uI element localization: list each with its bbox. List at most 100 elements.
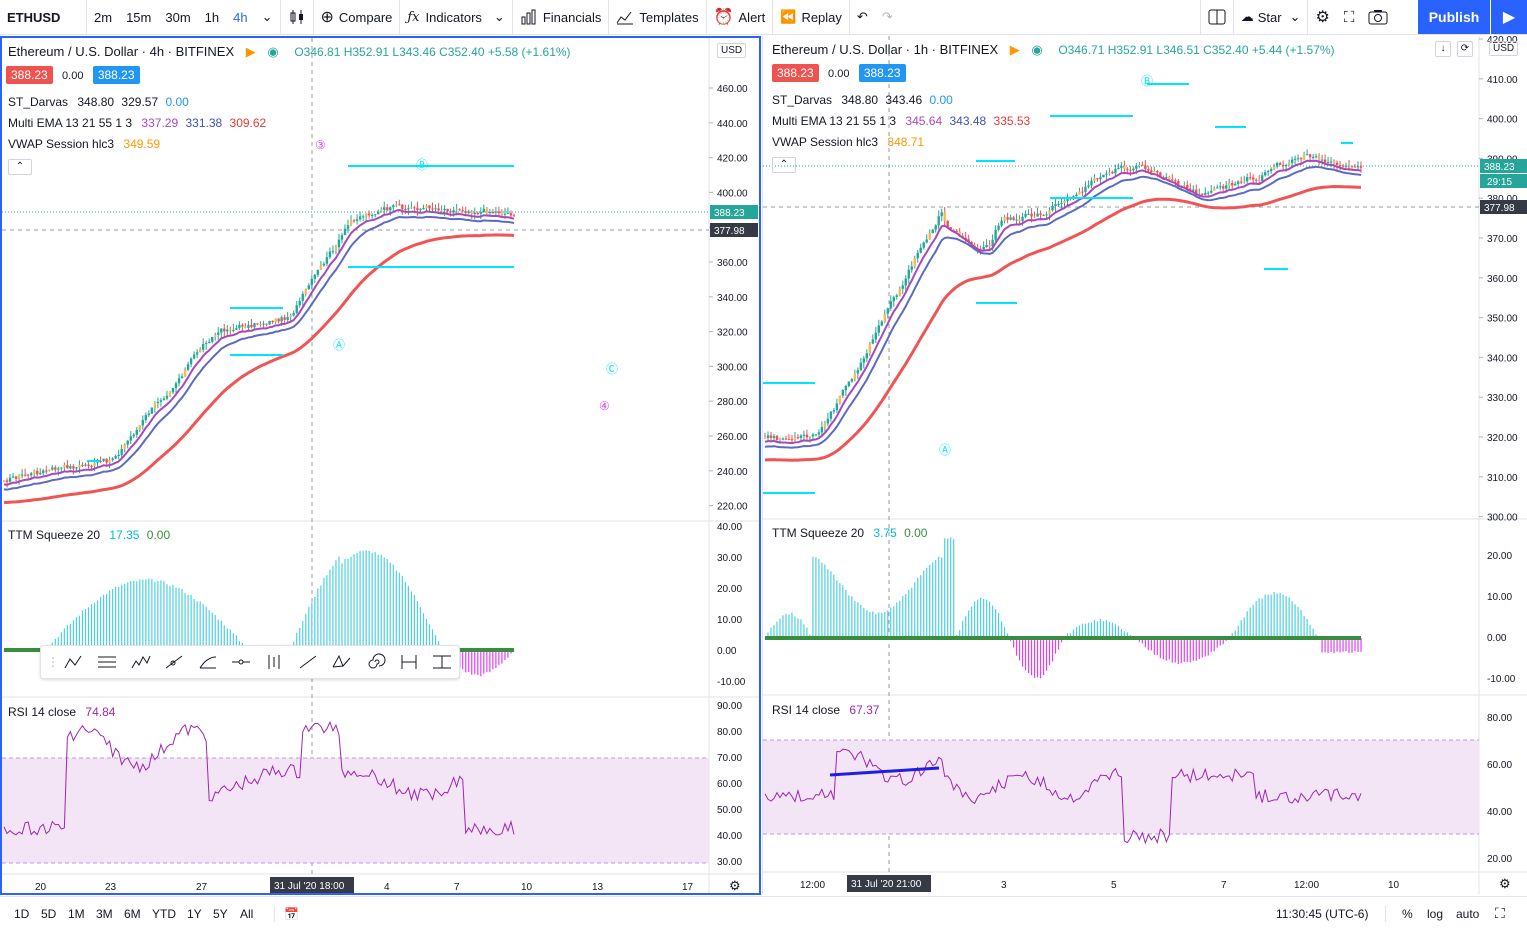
- auto-scale-toggle[interactable]: auto: [1456, 907, 1480, 921]
- bars-pattern-icon[interactable]: [258, 647, 292, 677]
- darvas-legend[interactable]: ST_Darvas 348.80 329.57 0.00: [8, 95, 189, 109]
- scroll-down-button[interactable]: ↓: [1435, 41, 1451, 57]
- elliott-wave-icon[interactable]: [124, 647, 158, 677]
- trend-line-icon[interactable]: [292, 647, 326, 677]
- ask-price[interactable]: 388.23: [92, 66, 140, 84]
- fullscreen-icon: ⛶: [1343, 8, 1355, 26]
- chart-pane-right[interactable]: 420.00410.00400.00390.00380.00370.00360.…: [762, 36, 1527, 895]
- compare-button[interactable]: ⊕ Compare: [314, 0, 400, 35]
- range-3m[interactable]: 3M: [96, 907, 113, 921]
- currency-label[interactable]: USD: [1489, 41, 1519, 56]
- publish-button[interactable]: Publish: [1418, 0, 1490, 34]
- fib-spiral-icon[interactable]: [359, 647, 393, 677]
- range-5d[interactable]: 5D: [41, 907, 57, 921]
- candle-body: [174, 383, 178, 388]
- range-ytd[interactable]: YTD: [152, 907, 176, 921]
- log-scale-toggle[interactable]: log: [1427, 907, 1444, 921]
- spread-value: 0.00: [828, 68, 850, 80]
- ask-price[interactable]: 388.23: [858, 64, 906, 82]
- chart-pane-left[interactable]: 460.00440.00420.00400.00380.00360.00340.…: [0, 36, 761, 895]
- redo-button[interactable]: ↷: [875, 0, 900, 35]
- currency-label[interactable]: USD: [717, 43, 747, 58]
- replay-button[interactable]: ⏪ Replay: [773, 0, 849, 35]
- countdown-label-bg: [1480, 174, 1527, 188]
- sync-button[interactable]: ⟳: [1457, 41, 1473, 57]
- maximize-button[interactable]: ⛶: [1495, 905, 1505, 922]
- bid-price[interactable]: 388.23: [6, 66, 53, 84]
- range-1m[interactable]: 1M: [68, 907, 85, 921]
- candle-body: [48, 469, 51, 471]
- interval-1h[interactable]: 1h: [204, 9, 220, 25]
- candle-body: [1344, 165, 1348, 167]
- templates-button[interactable]: Templates: [609, 0, 705, 35]
- layout-name-button[interactable]: ☁ Star ⌄: [1234, 0, 1308, 35]
- ema-legend[interactable]: Multi EMA 13 21 55 1 3 345.64 343.48 335…: [772, 114, 1030, 128]
- drag-handle-icon[interactable]: ⋮: [47, 655, 59, 669]
- interval-30m[interactable]: 30m: [165, 9, 191, 25]
- candle-body: [223, 328, 226, 332]
- symbol-title[interactable]: Ethereum / U.S. Dollar · 1h · BITFINEX: [772, 42, 999, 57]
- candle-body: [1093, 178, 1096, 181]
- bid-price[interactable]: 388.23: [772, 64, 819, 82]
- chart-type-button[interactable]: [281, 0, 313, 35]
- chart-canvas-right[interactable]: 420.00410.00400.00390.00380.00370.00360.…: [763, 36, 1527, 895]
- collapse-legend-button[interactable]: ⌃: [772, 157, 796, 173]
- fib-fan-icon[interactable]: [191, 647, 225, 677]
- text-lines-icon[interactable]: [91, 647, 125, 677]
- interval-dropdown-icon[interactable]: ⌄: [261, 9, 273, 24]
- candle-body: [20, 474, 24, 476]
- range-6m[interactable]: 6M: [124, 907, 141, 921]
- undo-button[interactable]: ↶: [850, 0, 875, 35]
- trend-angle-icon[interactable]: [158, 647, 192, 677]
- vwap-legend[interactable]: VWAP Session hlc3 348.71: [772, 135, 924, 149]
- range-1y[interactable]: 1Y: [187, 907, 202, 921]
- candle-body: [93, 462, 96, 466]
- xabcd-pattern-icon[interactable]: [325, 647, 359, 677]
- series-legend-left: Ethereum / U.S. Dollar · 4h · BITFINEX ▶…: [8, 44, 571, 60]
- indicator-name: VWAP Session hlc3: [772, 135, 879, 149]
- collapse-legend-button[interactable]: ⌃: [8, 159, 32, 175]
- symbol-title[interactable]: Ethereum / U.S. Dollar · 4h · BITFINEX: [8, 44, 235, 59]
- status-dot-icon: ◉: [1031, 42, 1043, 57]
- vwap-legend[interactable]: VWAP Session hlc3 349.59: [8, 137, 160, 151]
- abcd-pattern-icon[interactable]: [57, 647, 91, 677]
- alert-button[interactable]: ⏰ Alert: [707, 0, 773, 35]
- publish-dropdown-button[interactable]: ▶: [1491, 0, 1527, 34]
- candle-body: [1281, 164, 1285, 167]
- date-range-button[interactable]: 📅: [284, 907, 299, 921]
- interval-15m[interactable]: 15m: [126, 9, 152, 25]
- squeeze-legend[interactable]: TTM Squeeze 20 17.35 0.00: [8, 528, 170, 542]
- range-5y[interactable]: 5Y: [213, 907, 228, 921]
- settings-button[interactable]: ⚙: [1308, 0, 1336, 35]
- rsi-legend[interactable]: RSI 14 close 74.84: [8, 705, 115, 719]
- horizontal-ray-icon[interactable]: [225, 647, 259, 677]
- range-all[interactable]: All: [240, 907, 254, 921]
- candle-body: [1006, 217, 1009, 220]
- chart-canvas-left[interactable]: 460.00440.00420.00400.00380.00360.00340.…: [2, 38, 759, 893]
- candle-body: [796, 437, 800, 439]
- snapshot-button[interactable]: [1361, 0, 1395, 35]
- candle-body: [1353, 166, 1357, 168]
- indicators-button[interactable]: ƒx Indicators ⌄: [400, 0, 511, 35]
- candle-body: [407, 208, 410, 210]
- symbol-search[interactable]: ETHUSD: [7, 9, 61, 25]
- interval-4h[interactable]: 4h: [233, 9, 248, 25]
- interval-2m[interactable]: 2m: [94, 9, 113, 25]
- price-tick-label: 420.00: [717, 154, 748, 165]
- elliott-wave-label: Ⓑ: [416, 158, 428, 172]
- price-range-icon[interactable]: [426, 647, 460, 677]
- financials-button[interactable]: Financials: [513, 0, 609, 35]
- clock-timezone[interactable]: 11:30:45 (UTC-6): [1276, 907, 1369, 921]
- layout-split-button[interactable]: [1201, 0, 1233, 35]
- rsi-legend[interactable]: RSI 14 close 67.37: [772, 703, 879, 717]
- range-1d[interactable]: 1D: [14, 907, 30, 921]
- rsi-trend-line[interactable]: [829, 766, 940, 777]
- ema-legend[interactable]: Multi EMA 13 21 55 1 3 337.29 331.38 309…: [8, 116, 266, 130]
- darvas-legend[interactable]: ST_Darvas 348.80 343.46 0.00: [772, 93, 953, 107]
- date-range-icon[interactable]: [392, 647, 426, 677]
- squeeze-legend[interactable]: TTM Squeeze 20 3.75 0.00: [772, 526, 927, 540]
- fullscreen-button[interactable]: ⛶: [1337, 0, 1362, 35]
- percent-scale-toggle[interactable]: %: [1402, 907, 1413, 921]
- candle-body: [1317, 156, 1321, 160]
- crosshair-time-label-bg: [270, 877, 354, 893]
